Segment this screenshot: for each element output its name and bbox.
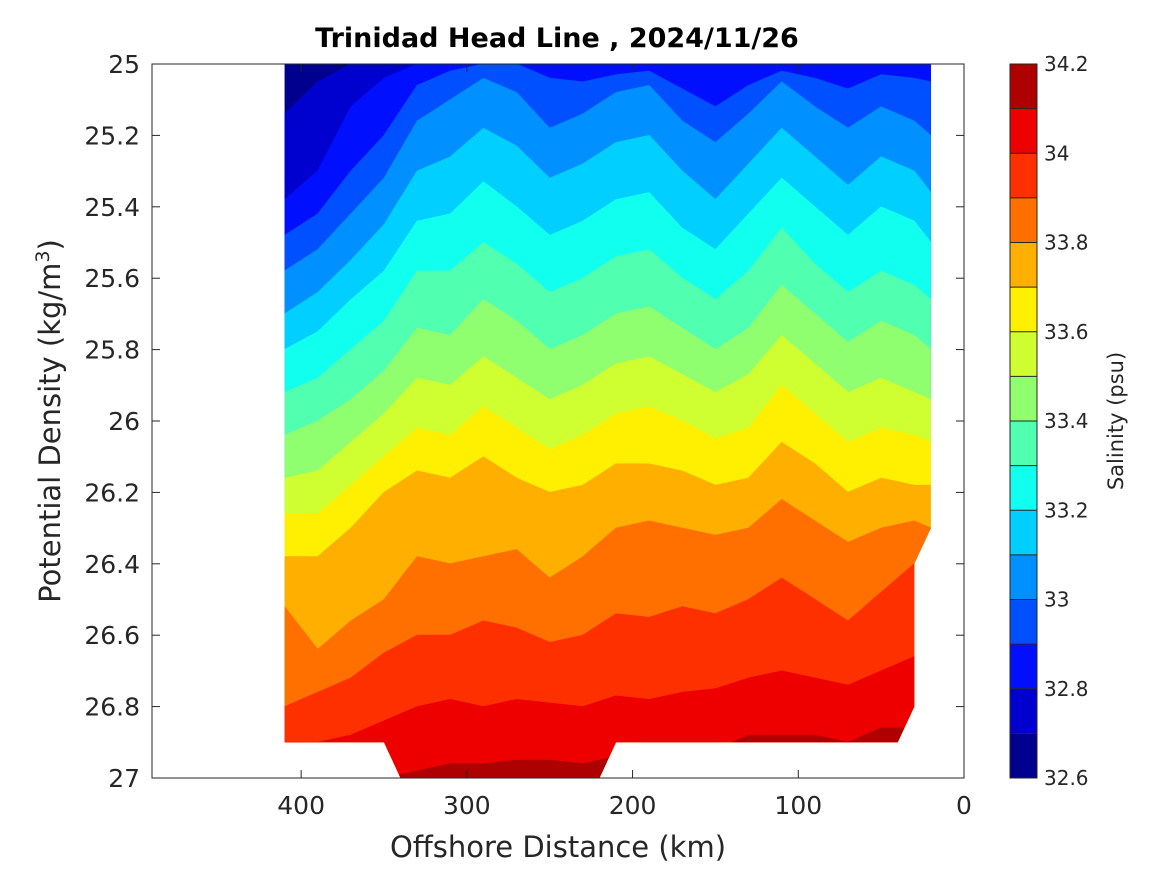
y-tick-label: 25.4	[84, 193, 140, 222]
colorbar-label: Salinity (psu)	[1104, 352, 1128, 490]
y-tick-label: 26.2	[84, 478, 140, 507]
colorbar-tick-label: 33.4	[1044, 409, 1089, 433]
colorbar-swatch	[1010, 554, 1037, 600]
y-tick-label: 27	[108, 764, 140, 793]
x-tick-label: 100	[774, 791, 822, 820]
colorbar-swatch	[1010, 733, 1037, 778]
y-tick-label: 26.4	[84, 550, 140, 579]
colorbar-swatch	[1010, 242, 1037, 288]
colorbar-tick-label: 34.2	[1044, 52, 1089, 76]
colorbar-swatch	[1010, 64, 1037, 109]
colorbar: 32.6 32.8 33 33.2 33.4 33.6 33.8 34 34.2	[1009, 52, 1089, 790]
y-tick-label: 25.2	[84, 121, 140, 150]
colorbar-tick-label: 34	[1044, 141, 1069, 165]
colorbar-tick-label: 33.8	[1044, 231, 1089, 255]
chart-title: Trinidad Head Line , 2024/11/26	[315, 23, 799, 54]
y-tick-label: 25.6	[84, 264, 140, 293]
salinity-contours	[284, 64, 931, 778]
y-tick-label: 25	[108, 50, 140, 79]
colorbar-swatch	[1010, 599, 1037, 645]
colorbar-swatch	[1010, 465, 1037, 511]
y-tick-label: 26.8	[84, 693, 140, 722]
y-axis-label: Potential Density (kg/m3)	[32, 239, 67, 603]
colorbar-swatch	[1010, 331, 1037, 377]
colorbar-frame	[1009, 63, 1038, 779]
x-tick-label: 200	[609, 791, 657, 820]
y-tick-label: 25.8	[84, 336, 140, 365]
x-tick-label: 0	[956, 791, 972, 820]
colorbar-tick-label: 32.6	[1044, 766, 1089, 790]
colorbar-tick-label: 33	[1044, 588, 1069, 612]
colorbar-tick-label: 32.8	[1044, 677, 1089, 701]
x-axis-label: Offshore Distance (km)	[390, 830, 726, 864]
colorbar-swatch	[1010, 108, 1037, 154]
colorbar-swatch	[1010, 287, 1037, 332]
colorbar-tick-label: 33.6	[1044, 320, 1089, 344]
colorbar-tick-label: 33.2	[1044, 498, 1089, 522]
x-tick-label: 400	[277, 791, 325, 820]
x-axis: 400 300 200 100 0	[277, 64, 972, 820]
colorbar-swatch	[1010, 197, 1037, 243]
colorbar-swatch	[1010, 510, 1037, 555]
x-tick-label: 300	[443, 791, 491, 820]
y-tick-label: 26	[108, 407, 140, 436]
colorbar-swatch	[1010, 644, 1037, 689]
colorbar-swatch	[1010, 376, 1037, 421]
colorbar-swatch	[1010, 421, 1037, 466]
y-axis: 25 25.2 25.4 25.6 25.8 26 26.2 26.4 26.6 26.8 27	[84, 50, 964, 793]
colorbar-swatch	[1010, 153, 1037, 198]
colorbar-swatch	[1010, 688, 1037, 734]
y-tick-label: 26.6	[84, 621, 140, 650]
